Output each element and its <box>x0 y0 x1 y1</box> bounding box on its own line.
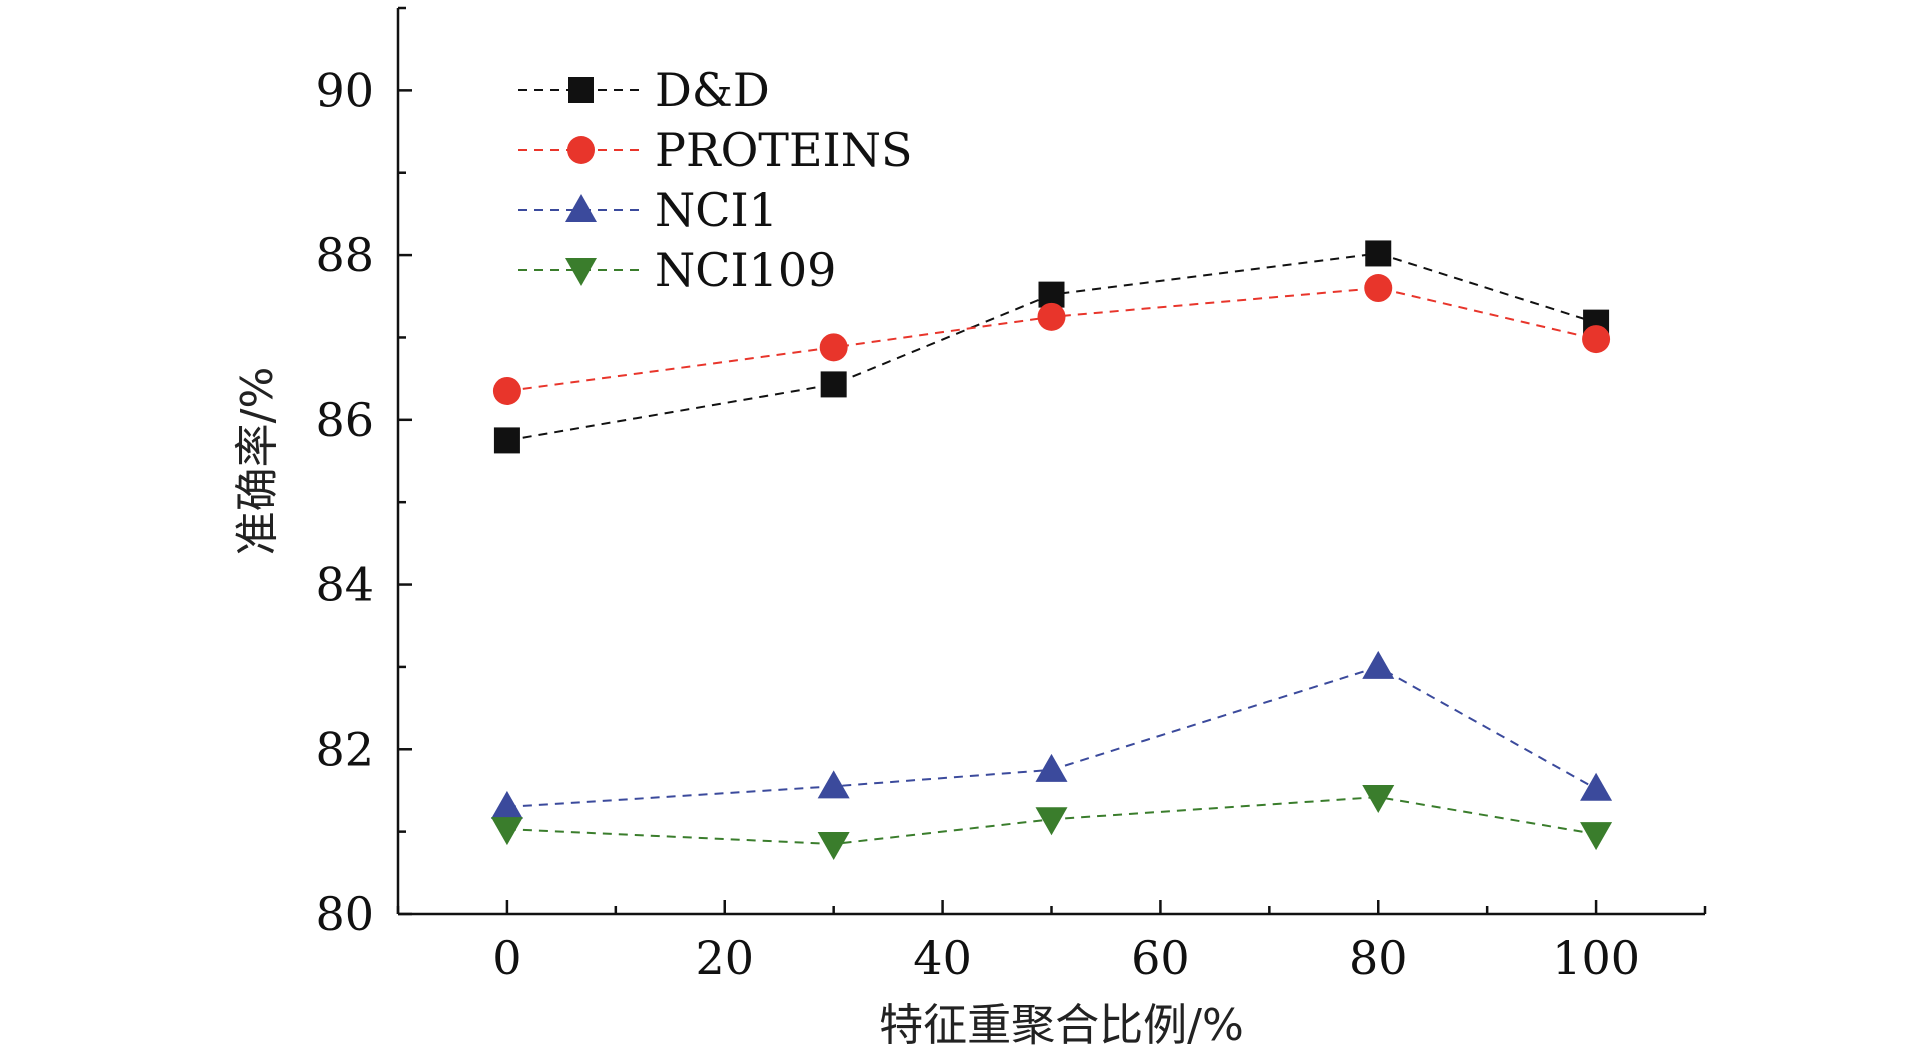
data-point <box>493 427 520 454</box>
axes: 80 82 84 86 88 90 0 20 40 60 80 100 <box>315 6 1707 985</box>
data-point <box>1364 274 1393 303</box>
y-tick-label: 82 <box>315 722 374 776</box>
data-point <box>820 371 847 398</box>
data-point <box>1037 302 1066 331</box>
data-point <box>1362 650 1395 679</box>
y-tick-label: 84 <box>315 558 374 612</box>
data-point <box>817 770 850 799</box>
legend-marker <box>568 77 594 103</box>
x-tick-label: 80 <box>1349 931 1408 985</box>
legend-label: NCI109 <box>655 243 836 297</box>
legend-marker <box>565 258 597 286</box>
data-point <box>492 376 521 405</box>
data-point <box>490 817 523 846</box>
legend-marker <box>567 136 595 164</box>
data-point <box>819 333 848 362</box>
series-3 <box>490 785 1613 860</box>
y-tick-label: 88 <box>315 228 374 282</box>
x-tick-label: 40 <box>913 931 972 985</box>
legend-item: NCI109 <box>518 243 836 297</box>
data-point <box>817 831 850 860</box>
data-point <box>1035 807 1068 836</box>
legend-item: D&D <box>518 63 770 117</box>
data-point <box>1035 753 1068 782</box>
legend-label: NCI1 <box>655 183 778 237</box>
legend-label: D&D <box>655 63 770 117</box>
y-axis-title: 准确率/% <box>232 367 283 556</box>
x-tick-label: 60 <box>1131 931 1190 985</box>
series-2 <box>490 650 1613 819</box>
legend: D&D PROTEINS NCI1 NCI109 <box>518 63 913 297</box>
x-axis-title: 特征重聚合比例/% <box>879 1000 1244 1051</box>
series-layer <box>490 240 1613 860</box>
series-1 <box>492 274 1611 405</box>
x-tick-label: 20 <box>695 931 754 985</box>
legend-item: NCI1 <box>518 183 778 237</box>
legend-item: PROTEINS <box>518 123 913 177</box>
y-tick-label: 86 <box>315 393 374 447</box>
data-point <box>490 790 523 819</box>
data-point <box>1582 325 1611 354</box>
series-line <box>506 665 1597 808</box>
x-tick-label: 100 <box>1552 931 1640 985</box>
y-tick-label: 90 <box>315 63 374 117</box>
data-point <box>1580 772 1613 801</box>
data-point <box>1365 240 1392 267</box>
y-tick-label: 80 <box>315 887 374 941</box>
legend-label: PROTEINS <box>655 123 913 177</box>
data-point <box>1362 785 1395 814</box>
x-tick-label: 0 <box>492 931 521 985</box>
data-point <box>1580 822 1613 851</box>
legend-marker <box>565 194 597 222</box>
